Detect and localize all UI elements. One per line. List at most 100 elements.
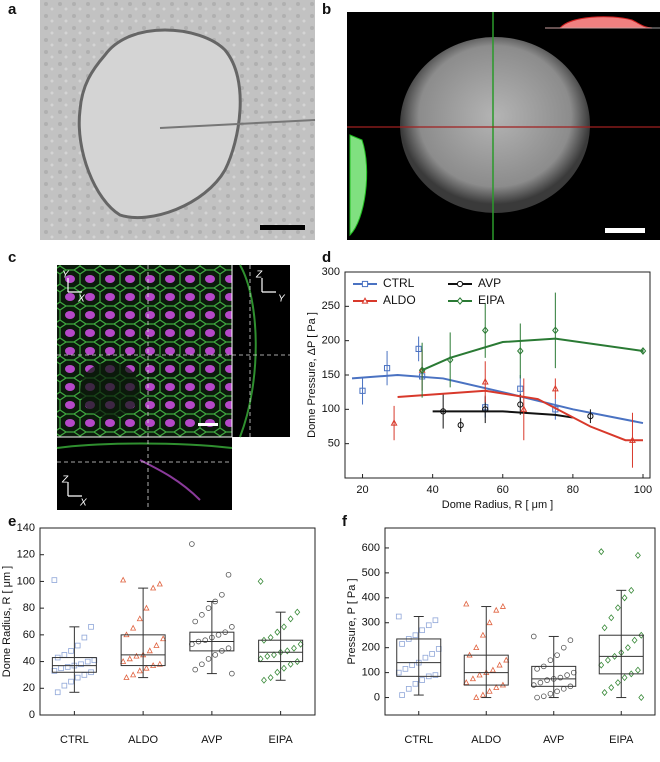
fit-line [397,389,643,442]
y-tick-label: 400 [362,592,380,604]
marker [422,654,429,661]
y-tick-label: 20 [23,682,35,694]
marker [473,694,480,700]
marker [160,635,167,642]
marker [54,689,61,696]
marker [383,365,391,372]
marker [412,681,419,687]
marker [64,664,71,670]
plot-frame [384,527,656,716]
marker [557,674,564,681]
y-tick-label: 80 [23,602,35,614]
marker [156,660,163,667]
marker [229,624,235,630]
marker [143,664,150,671]
marker [551,384,559,392]
axis-letter: Y [278,294,286,305]
y-axis-label: Dome Pressure, ΔP [ Pa ] [306,312,318,438]
marker [446,355,454,364]
marker [68,678,74,685]
marker [225,571,232,578]
marker [629,436,636,443]
x-tick-label: 100 [634,484,652,496]
marker [150,584,157,591]
marker [361,297,369,304]
marker [261,636,267,644]
panel-label: d [322,249,331,266]
marker [271,651,277,659]
marker [457,422,464,429]
marker [291,644,297,652]
marker [479,691,486,698]
x-tick-label: ALDO [471,734,501,746]
y-tick-label: 300 [362,617,380,629]
y-axis-label: Dome Radius, R [ μm ] [1,566,13,677]
marker [456,280,464,288]
x-tick-label: AVP [201,734,222,746]
marker [476,671,483,678]
marker [192,618,199,625]
marker [479,631,486,638]
marker [634,551,641,559]
marker [415,345,422,353]
marker [547,657,554,663]
legend-label: AVP [478,276,501,290]
marker [390,419,398,426]
x-tick-label: EIPA [268,734,293,746]
y-tick-label: 0 [29,709,35,721]
marker [225,645,232,652]
marker [205,656,212,662]
fit-line [351,373,644,425]
marker [520,405,528,412]
marker [628,670,635,678]
y-tick-label: 40 [23,655,35,667]
marker [399,692,405,698]
marker [261,676,267,684]
marker [481,377,489,385]
marker [638,631,645,639]
marker [399,641,405,647]
box [120,634,166,667]
marker [486,619,493,626]
marker [412,632,419,639]
marker [456,297,464,305]
marker [601,624,608,632]
marker [361,280,369,288]
marker [215,632,222,638]
marker [624,644,631,652]
marker [219,591,225,598]
marker [284,647,291,655]
marker [402,666,409,672]
marker [130,624,137,631]
axis-letter: X [77,294,85,305]
marker [534,666,540,672]
marker [51,577,58,583]
marker [257,577,264,585]
panel-c-image: Y X Z Y Z X [56,264,290,510]
panel-label: b [322,1,331,18]
marker [294,608,301,616]
y-tick-label: 100 [17,575,35,587]
y-tick-label: 60 [23,629,35,641]
plot-frame [39,527,316,716]
x-tick-label: CTRL [404,734,433,746]
marker [199,612,205,618]
y-tick-label: 500 [362,567,380,579]
marker [517,401,524,408]
marker [287,615,294,623]
marker [126,655,133,662]
y-tick-label: 200 [362,642,380,654]
marker [120,576,127,583]
marker [440,408,447,415]
marker [136,615,143,622]
marker [130,671,137,678]
marker [481,326,489,335]
marker [88,624,94,630]
y-tick-label: 100 [362,667,380,679]
marker [120,658,127,664]
y-tick-label: 0 [374,691,380,703]
marker [425,622,432,629]
panel-label: f [342,513,348,530]
legend-label: CTRL [383,276,415,290]
